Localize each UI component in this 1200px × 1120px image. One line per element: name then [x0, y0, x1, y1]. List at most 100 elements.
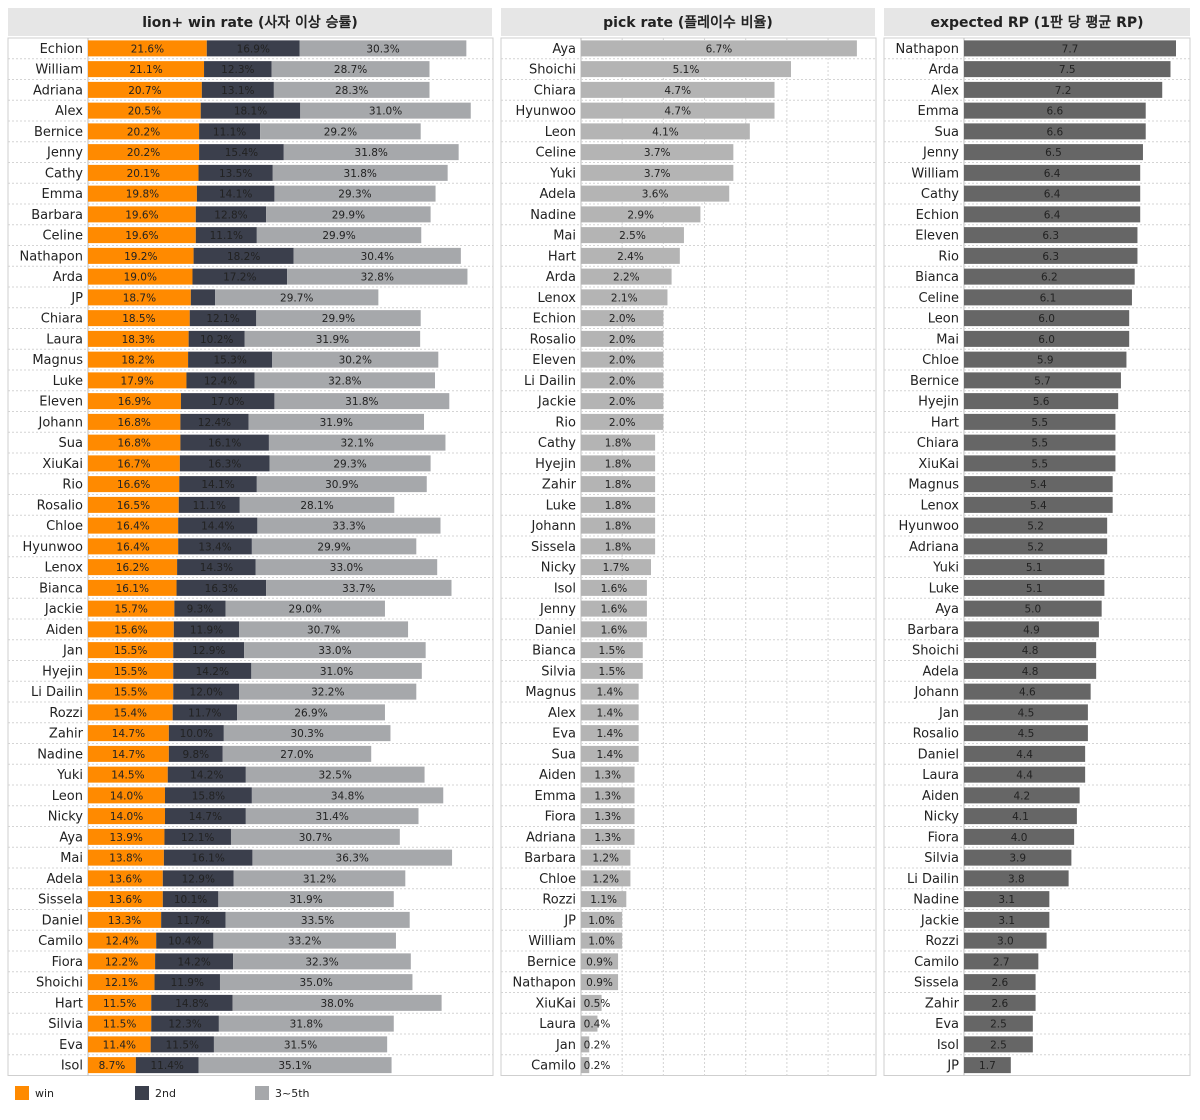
category-label-celine: Celine	[535, 146, 576, 161]
category-label-hart: Hart	[548, 249, 576, 264]
bar-pick-aiden	[581, 766, 635, 783]
category-label-jan: Jan	[938, 706, 959, 721]
data-label-3-5th-xiukai: 29.3%	[333, 458, 366, 470]
bar-rp-magnus	[964, 476, 1113, 493]
data-label-pick-echion: 2.0%	[609, 313, 636, 325]
bar-rp-bianca	[964, 268, 1135, 285]
data-label-3-5th-aiden: 30.7%	[307, 624, 340, 636]
data-label-rp-chloe: 5.9	[1037, 355, 1054, 367]
win-panel-frame	[7, 37, 494, 1076]
data-label-3-5th-bianca: 33.7%	[342, 583, 375, 595]
bar-pick-silvia	[581, 662, 643, 679]
data-label-2nd-xiukai: 16.3%	[208, 458, 241, 470]
data-label-rp-jenny: 6.5	[1045, 147, 1062, 159]
bar-pick-chiara	[581, 81, 775, 98]
bar-2nd-fiora	[155, 953, 234, 970]
bar-win-johann	[88, 413, 181, 430]
bar-3-5th-jan	[244, 642, 426, 659]
data-label-rp-isol: 2.5	[990, 1039, 1007, 1051]
data-label-3-5th-li-dailin: 32.2%	[311, 687, 344, 699]
data-label-2nd-hyunwoo: 13.4%	[198, 541, 231, 553]
data-label-2nd-rozzi: 11.7%	[188, 707, 221, 719]
bar-pick-rio	[581, 413, 664, 430]
bar-rp-zahir	[964, 994, 1036, 1011]
bar-3-5th-echion	[299, 40, 467, 57]
bar-rp-aiden	[964, 787, 1080, 804]
data-label-win-lenox: 16.2%	[116, 562, 149, 574]
legend-label-2nd: 2nd	[155, 1086, 176, 1100]
bar-3-5th-nathapon	[293, 247, 461, 264]
bar-3-5th-johann	[248, 413, 425, 430]
bar-pick-eleven	[581, 351, 664, 368]
data-label-2nd-shoichi: 11.9%	[171, 977, 204, 989]
data-label-rp-yuki: 5.1	[1026, 562, 1043, 574]
category-label-jackie: Jackie	[44, 602, 83, 617]
data-label-win-silvia: 11.5%	[103, 1019, 136, 1031]
bar-win-nathapon	[88, 247, 194, 264]
data-label-3-5th-camilo: 33.2%	[288, 936, 321, 948]
category-label-emma: Emma	[534, 789, 576, 804]
bar-pick-magnus	[581, 683, 639, 700]
category-label-yuki: Yuki	[549, 166, 576, 181]
bar-rp-sua	[964, 123, 1146, 140]
data-label-pick-jenny: 1.6%	[601, 604, 628, 616]
data-label-3-5th-eva: 31.5%	[284, 1039, 317, 1051]
category-label-aya: Aya	[935, 602, 959, 617]
category-label-silvia: Silvia	[541, 664, 576, 679]
bar-rp-lenox	[964, 496, 1113, 513]
data-label-2nd-magnus: 15.3%	[213, 355, 246, 367]
bar-win-chiara	[88, 310, 190, 327]
bar-rp-sissela	[964, 974, 1036, 991]
data-label-rp-hart: 5.5	[1031, 417, 1048, 429]
data-label-rp-jan: 4.5	[1018, 707, 1035, 719]
category-label-sissela: Sissela	[914, 976, 959, 991]
category-label-chiara: Chiara	[534, 83, 576, 98]
data-label-3-5th-chloe: 33.3%	[332, 521, 365, 533]
data-label-pick-sissela: 1.8%	[605, 541, 632, 553]
category-label-cathy: Cathy	[921, 187, 959, 202]
data-label-3-5th-adriana: 28.3%	[335, 85, 368, 97]
data-label-pick-nicky: 1.7%	[603, 562, 630, 574]
category-label-leon: Leon	[52, 789, 83, 804]
data-label-pick-laura: 0.4%	[584, 1019, 611, 1031]
data-label-3-5th-silvia: 31.8%	[290, 1019, 323, 1031]
category-label-yuki: Yuki	[932, 561, 959, 576]
data-label-2nd-eva: 11.5%	[166, 1039, 199, 1051]
data-label-rp-barbara: 4.9	[1023, 624, 1040, 636]
data-label-rp-eleven: 6.3	[1042, 230, 1059, 242]
category-label-camilo: Camilo	[38, 934, 83, 949]
category-label-celine: Celine	[918, 291, 959, 306]
bar-win-sissela	[88, 891, 163, 908]
data-label-2nd-william: 12.3%	[221, 64, 254, 76]
data-label-pick-aya: 6.7%	[706, 43, 733, 55]
data-label-rp-william: 6.4	[1044, 168, 1061, 180]
data-label-win-fiora: 12.2%	[105, 956, 138, 968]
bar-win-celine	[88, 227, 196, 244]
bar-win-lenox	[88, 559, 178, 576]
data-label-win-rio: 16.6%	[117, 479, 150, 491]
bar-rp-eva	[964, 1015, 1033, 1032]
data-label-win-isol: 8.7%	[99, 1060, 126, 1072]
category-label-isol: Isol	[61, 1059, 83, 1074]
category-label-xiukai: XiuKai	[42, 457, 83, 472]
data-label-3-5th-jp: 29.7%	[280, 292, 313, 304]
bar-pick-fiora	[581, 808, 635, 825]
data-label-rp-silvia: 3.9	[1009, 853, 1026, 865]
bar-2nd-rozzi	[172, 704, 238, 721]
bar-pick-emma	[581, 787, 635, 804]
bar-2nd-johann	[180, 413, 249, 430]
bar-2nd-adriana	[201, 81, 274, 98]
bar-pick-cathy	[581, 434, 656, 451]
category-label-rosalio: Rosalio	[530, 332, 576, 347]
category-label-aiden: Aiden	[46, 623, 83, 638]
category-label-emma: Emma	[917, 104, 959, 119]
data-label-win-mai: 13.8%	[109, 853, 142, 865]
data-label-pick-adela: 3.6%	[642, 189, 669, 201]
bar-3-5th-li-dailin	[239, 683, 417, 700]
bar-2nd-li-dailin	[173, 683, 240, 700]
category-label-magnus: Magnus	[525, 685, 576, 700]
bar-rp-daniel	[964, 745, 1086, 762]
category-label-mai: Mai	[553, 229, 576, 244]
bar-2nd-william	[204, 61, 272, 78]
category-label-hart: Hart	[55, 996, 83, 1011]
